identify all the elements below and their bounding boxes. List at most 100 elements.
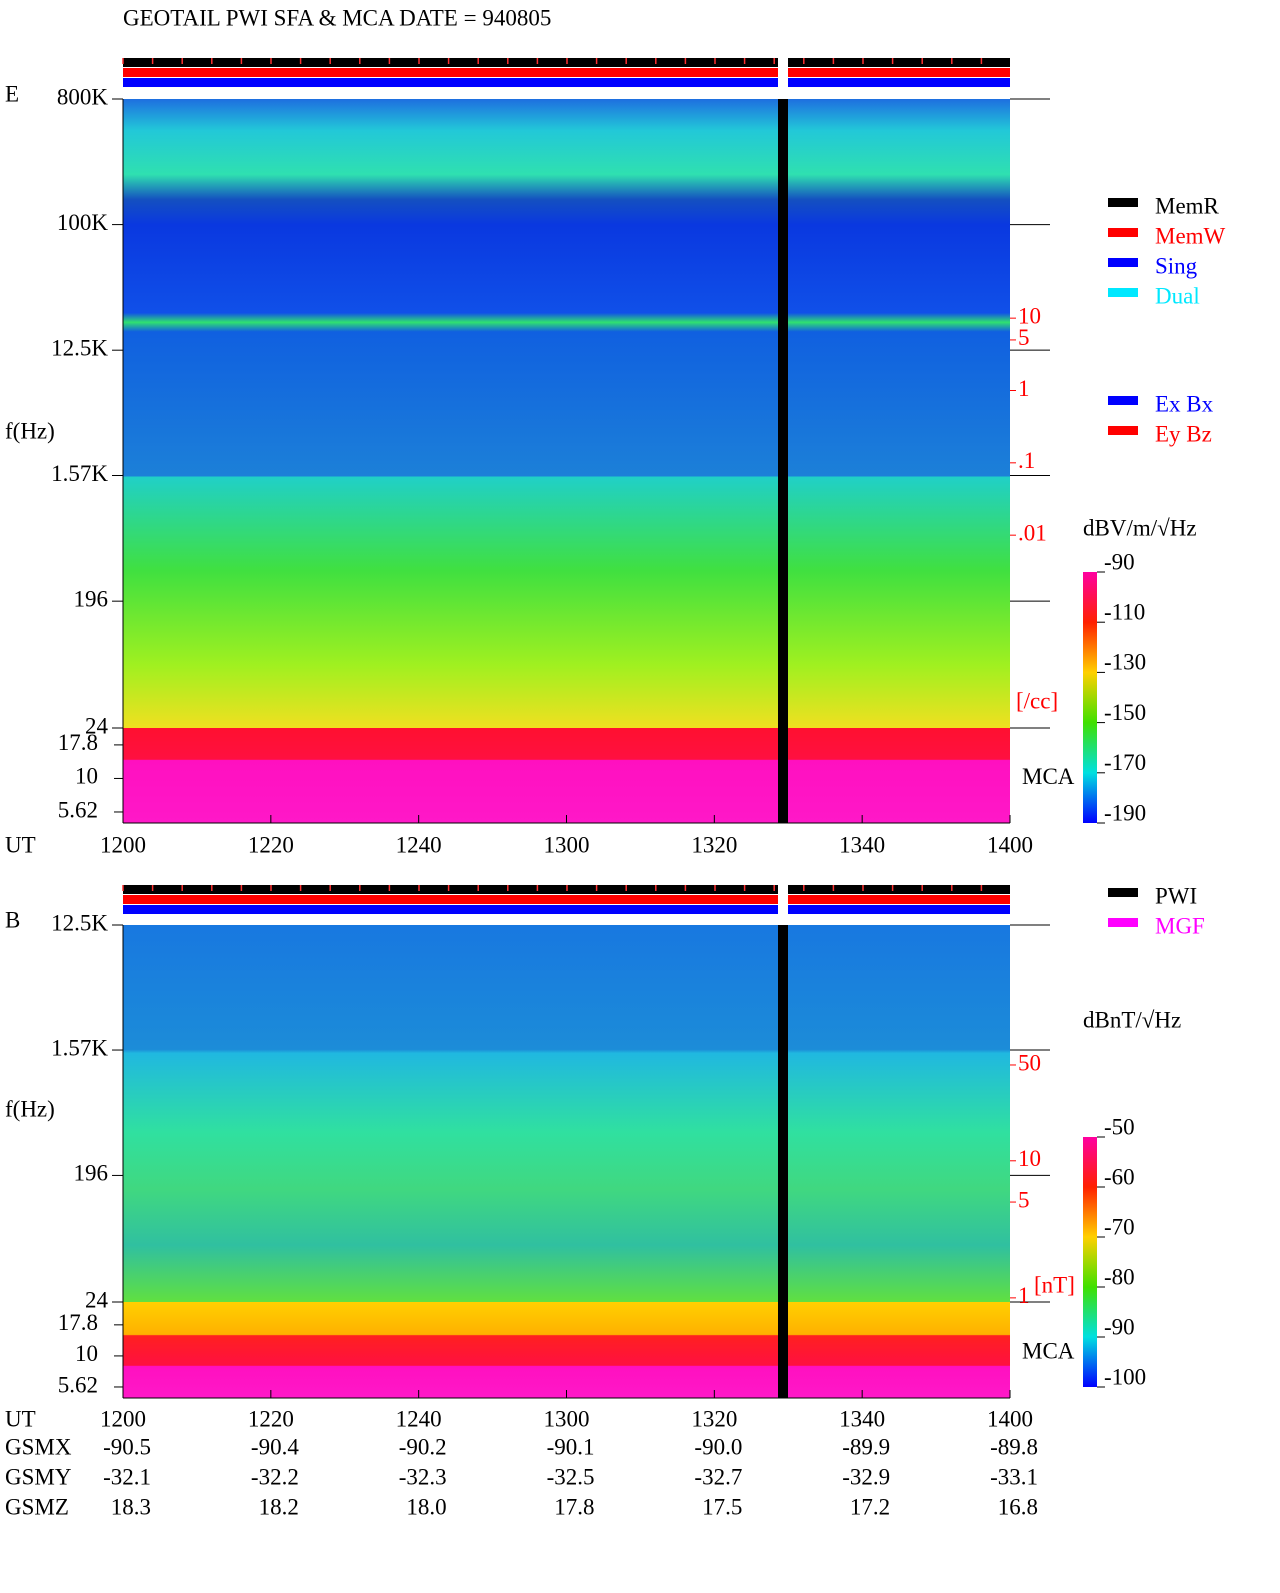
- x-tick-label: 1240: [396, 1406, 442, 1431]
- mca-spectrum: [123, 1302, 1010, 1398]
- orbit-value: 18.3: [111, 1494, 151, 1519]
- colorbar-tick-label: -150: [1104, 700, 1146, 725]
- mca-tick-label: 17.8: [58, 730, 98, 755]
- x-tick-label: 1320: [691, 1406, 737, 1431]
- y-tick-label: 12.5K: [51, 335, 108, 360]
- orbit-value: 16.8: [998, 1494, 1038, 1519]
- spectrogram: [123, 99, 1010, 728]
- legend-swatch: [1108, 918, 1138, 927]
- y2-axis-label: [/cc]: [1016, 688, 1058, 713]
- x-tick-label: 1300: [544, 1406, 590, 1431]
- x-tick-label: 1300: [544, 832, 590, 857]
- legend-swatch: [1108, 258, 1138, 267]
- y-tick-label: 196: [74, 1161, 109, 1186]
- colorbar-tick-label: -50: [1104, 1114, 1135, 1139]
- legend-swatch: [1108, 198, 1138, 207]
- colorbar-label: dBV/m/√Hz: [1083, 515, 1197, 540]
- chart-title: GEOTAIL PWI SFA & MCA DATE = 940805: [123, 5, 551, 30]
- legend-label: PWI: [1155, 883, 1197, 908]
- y2-tick-label: 10: [1018, 1146, 1041, 1171]
- y-axis-label: f(Hz): [5, 1096, 55, 1121]
- x-tick-label: 1340: [839, 1406, 885, 1431]
- orbit-value: 18.2: [259, 1494, 299, 1519]
- y-axis-label: f(Hz): [5, 418, 55, 443]
- status-bar: [123, 78, 1010, 87]
- spectrogram: [123, 925, 1010, 1302]
- x-tick-label: 1200: [100, 832, 146, 857]
- colorbar-tick-label: -90: [1104, 1314, 1135, 1339]
- panel-label: B: [5, 907, 20, 932]
- mca-tick-label: 5.62: [58, 1372, 98, 1397]
- mca-tick-label: 17.8: [58, 1310, 98, 1335]
- orbit-value: -32.1: [103, 1464, 151, 1489]
- mca-tick-label: 5.62: [58, 797, 98, 822]
- panel-label: E: [5, 81, 19, 106]
- legend-label: MemR: [1155, 193, 1220, 218]
- orbit-value: -32.9: [842, 1464, 890, 1489]
- mca-tick-label: 10: [75, 1341, 98, 1366]
- data-gap: [778, 925, 788, 1398]
- orbit-label: GSMY: [5, 1464, 72, 1489]
- y2-tick-label: 1: [1018, 376, 1030, 401]
- legend-swatch: [1108, 288, 1138, 297]
- x-tick-label: 1220: [248, 1406, 294, 1431]
- mca-label: MCA: [1022, 1338, 1075, 1363]
- colorbar-tick-label: -110: [1104, 599, 1145, 624]
- colorbar-tick-label: -190: [1104, 800, 1146, 825]
- colorbar-label: dBnT/√Hz: [1083, 1007, 1181, 1032]
- orbit-value: -32.7: [694, 1464, 742, 1489]
- colorbar-tick-label: -60: [1104, 1164, 1135, 1189]
- orbit-value: -90.0: [694, 1434, 742, 1459]
- colorbar-tick-label: -80: [1104, 1264, 1135, 1289]
- legend-swatch: [1108, 228, 1138, 237]
- orbit-value: 18.0: [406, 1494, 446, 1519]
- mca-tick-label: 10: [75, 764, 98, 789]
- x-axis-label: UT: [5, 832, 36, 857]
- colorbar-tick-label: -130: [1104, 650, 1146, 675]
- y2-tick-label: 1: [1018, 1283, 1030, 1308]
- x-tick-label: 1320: [691, 832, 737, 857]
- legend-label: Sing: [1155, 253, 1198, 278]
- y-tick-label: 800K: [57, 84, 109, 109]
- y-tick-label: 24: [85, 1287, 109, 1312]
- status-bar: [123, 905, 1010, 914]
- y-tick-label: 1.57K: [51, 461, 108, 486]
- orbit-value: -32.2: [251, 1464, 299, 1489]
- legend-swatch: [1108, 426, 1138, 435]
- orbit-label: GSMX: [5, 1434, 72, 1459]
- orbit-value: -89.9: [842, 1434, 890, 1459]
- mca-label: MCA: [1022, 764, 1075, 789]
- y-tick-label: 1.57K: [51, 1035, 108, 1060]
- x-tick-label: 1400: [987, 832, 1033, 857]
- orbit-label: GSMZ: [5, 1494, 69, 1519]
- y2-tick-label: 10: [1018, 303, 1041, 328]
- y2-tick-label: 50: [1018, 1050, 1041, 1075]
- x-tick-label: 1400: [987, 1406, 1033, 1431]
- data-gap: [778, 99, 788, 823]
- orbit-value: -90.4: [251, 1434, 299, 1459]
- status-marker: [778, 58, 788, 88]
- y-tick-label: 100K: [57, 210, 109, 235]
- y2-tick-label: 5: [1018, 1187, 1030, 1212]
- legend-label: MemW: [1155, 223, 1226, 248]
- legend-swatch: [1108, 396, 1138, 405]
- x-tick-label: 1240: [396, 832, 442, 857]
- legend-label: Ex Bx: [1155, 391, 1214, 416]
- colorbar: [1083, 572, 1097, 823]
- y2-tick-label: .1: [1018, 448, 1035, 473]
- orbit-value: -89.8: [990, 1434, 1038, 1459]
- orbit-value: -90.2: [399, 1434, 447, 1459]
- y-tick-label: 24: [85, 713, 109, 738]
- x-tick-label: 1340: [839, 832, 885, 857]
- legend-swatch: [1108, 888, 1138, 897]
- colorbar-tick-label: -90: [1104, 549, 1135, 574]
- x-axis-label: UT: [5, 1406, 36, 1431]
- colorbar-tick-label: -70: [1104, 1214, 1135, 1239]
- orbit-value: -33.1: [990, 1464, 1038, 1489]
- orbit-value: -90.5: [103, 1434, 151, 1459]
- orbit-value: 17.2: [850, 1494, 890, 1519]
- y2-tick-label: .01: [1018, 520, 1047, 545]
- x-tick-label: 1220: [248, 832, 294, 857]
- orbit-value: -90.1: [547, 1434, 595, 1459]
- status-bar: [123, 68, 1010, 77]
